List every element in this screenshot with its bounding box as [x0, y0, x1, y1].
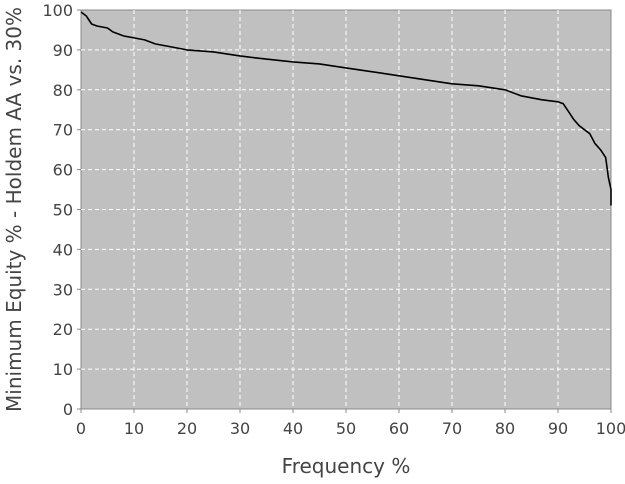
y-tick-label: 80	[53, 81, 73, 100]
y-axis-ticks: 0 10 20 30 40 50 60 70 80 90 100	[42, 1, 81, 419]
y-tick-label: 0	[63, 400, 73, 419]
x-axis-ticks: 0 10 20 30 40 50 60 70 80 90 100	[76, 409, 625, 438]
x-tick-label: 90	[548, 419, 568, 438]
x-tick-label: 10	[124, 419, 144, 438]
y-tick-label: 20	[53, 320, 73, 339]
series-group	[80, 11, 612, 206]
y-tick-label: 70	[53, 121, 73, 140]
y-tick-label: 10	[53, 360, 73, 379]
y-tick-label: 40	[53, 240, 73, 259]
y-axis-title: Minimum Equity % - Holdem AA vs. 30%	[2, 7, 26, 412]
x-tick-label: 40	[283, 419, 303, 438]
x-tick-label: 60	[389, 419, 409, 438]
y-tick-label: 60	[53, 161, 73, 180]
y-gridlines	[81, 49, 611, 370]
y-tick-label: 50	[53, 201, 73, 220]
y-tick-label: 30	[53, 280, 73, 299]
x-tick-label: 70	[442, 419, 462, 438]
x-tick-label: 80	[495, 419, 515, 438]
x-tick-label: 30	[230, 419, 250, 438]
x-tick-label: 20	[177, 419, 197, 438]
series-line	[80, 11, 612, 206]
x-tick-label: 0	[76, 419, 86, 438]
y-tick-label: 90	[53, 41, 73, 60]
y-tick-label: 100	[42, 1, 73, 20]
x-tick-label: 50	[336, 419, 356, 438]
x-axis-title: Frequency %	[282, 454, 411, 478]
x-tick-label: 100	[596, 419, 625, 438]
